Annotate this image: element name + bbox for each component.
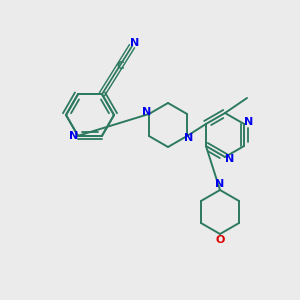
Text: N: N [69,131,79,141]
Text: N: N [184,133,194,143]
Text: N: N [130,38,140,48]
Text: N: N [142,107,152,117]
Text: N: N [244,117,254,127]
Text: C: C [116,61,124,71]
Text: N: N [215,179,225,189]
Text: N: N [225,154,235,164]
Text: O: O [215,235,225,245]
